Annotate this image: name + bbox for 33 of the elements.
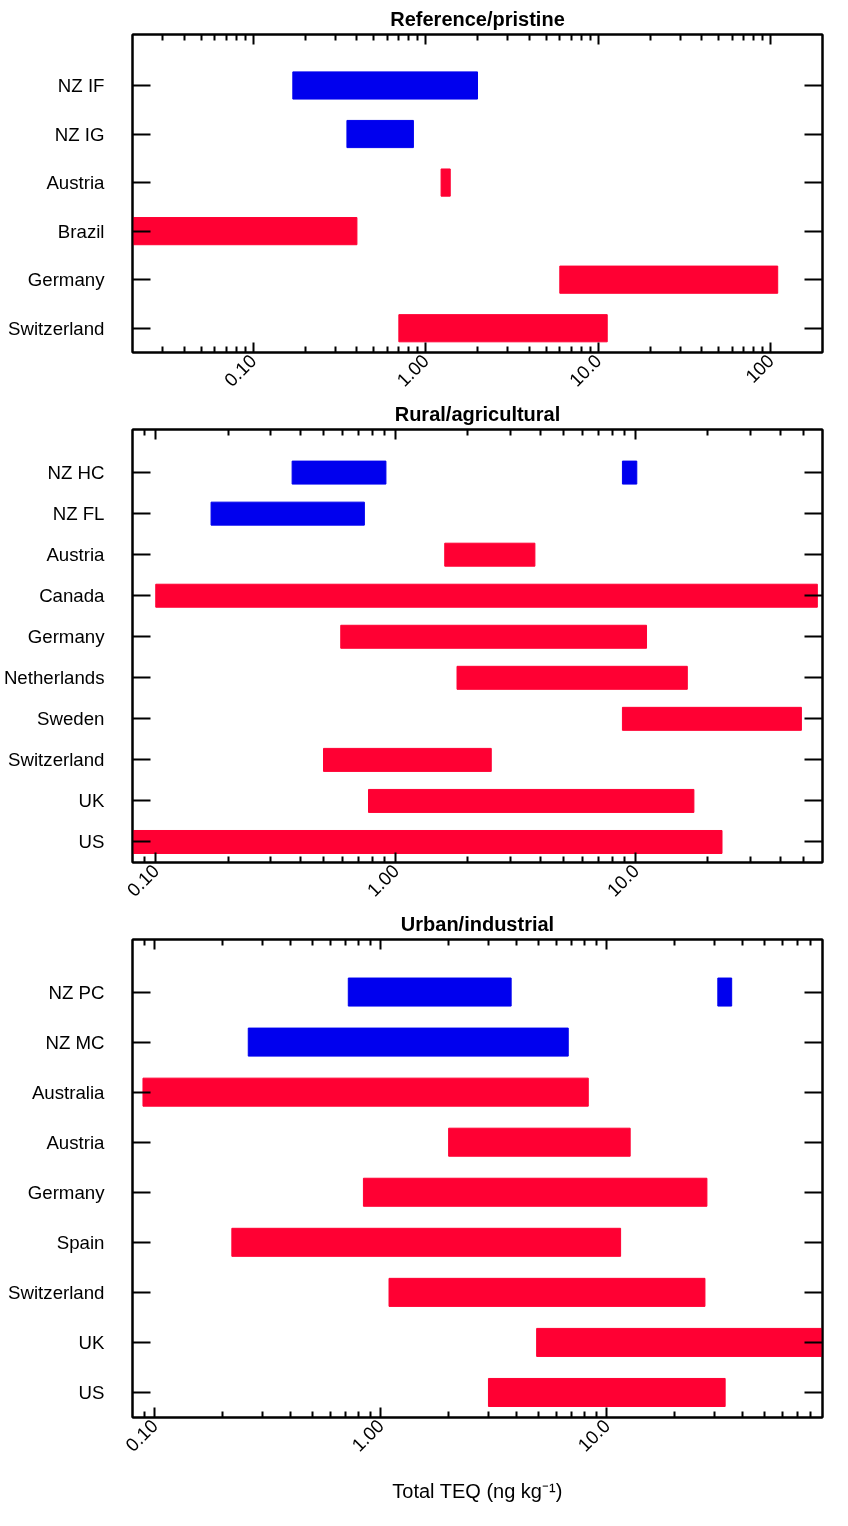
y-tick-label: Brazil xyxy=(57,220,105,242)
chart-title: Urban/industrial xyxy=(400,912,555,935)
y-tick-label: Austria xyxy=(46,544,106,566)
x-tick-label: 100 xyxy=(741,350,779,387)
y-tick-label: Switzerland xyxy=(8,317,105,339)
y-tick-label: Netherlands xyxy=(3,667,105,689)
y-tick-label: Austria xyxy=(46,172,106,194)
y-tick-label: NZ IF xyxy=(57,74,105,96)
y-tick-label: NZ IG xyxy=(54,123,105,145)
y-tick-label: Canada xyxy=(39,585,106,607)
y-tick-label: Australia xyxy=(31,1081,106,1103)
y-tick-label: US xyxy=(78,831,105,853)
y-tick-label: Austria xyxy=(46,1131,106,1153)
y-tick-label: US xyxy=(78,1381,105,1403)
x-axis-title: Total TEQ (ng kg⁻¹) xyxy=(392,1480,563,1503)
x-tick-label: 0.10 xyxy=(121,1415,162,1456)
y-tick-label: Switzerland xyxy=(8,749,105,771)
y-tick-label: Sweden xyxy=(37,708,105,730)
y-tick-label: Germany xyxy=(27,1181,106,1203)
chart-title: Reference/pristine xyxy=(390,7,565,30)
y-tick-label: UK xyxy=(78,790,106,812)
y-tick-label: Germany xyxy=(27,626,106,648)
y-tick-label: NZ PC xyxy=(48,981,105,1003)
y-tick-label: Germany xyxy=(27,269,106,291)
x-tick-label: 0.10 xyxy=(122,860,164,901)
y-tick-label: NZ HC xyxy=(47,462,105,484)
y-tick-label: NZ FL xyxy=(52,503,105,525)
y-tick-label: Spain xyxy=(56,1231,105,1253)
y-tick-label: UK xyxy=(78,1331,106,1353)
x-tick-label: 0.10 xyxy=(219,350,261,391)
y-tick-label: Switzerland xyxy=(8,1281,105,1303)
y-tick-label: NZ MC xyxy=(45,1031,105,1053)
chart-title: Rural/agricultural xyxy=(394,402,561,425)
